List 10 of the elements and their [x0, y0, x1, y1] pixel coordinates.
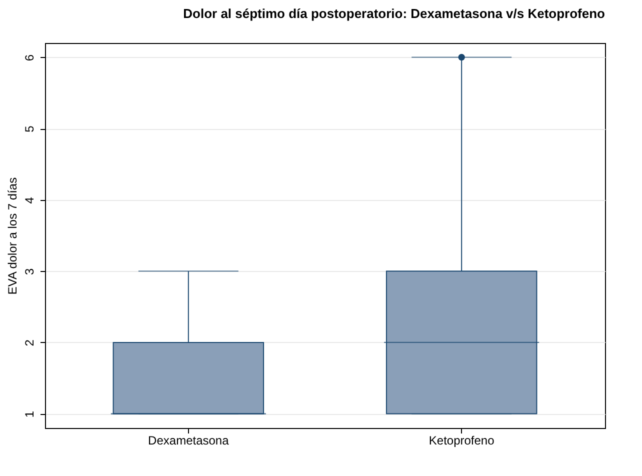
x-tick-label: Ketoprofeno	[428, 434, 495, 448]
x-tick-label: Dexametasona	[148, 434, 230, 448]
y-axis-title: EVA dolor a los 7 días	[6, 177, 20, 295]
y-tick-label: 5	[22, 125, 36, 132]
y-tick-label: 3	[22, 268, 36, 275]
chart-title: Dolor al séptimo día postoperatorio: Dexametasona v/s Ketoprofeno	[183, 6, 606, 21]
y-tick-label: 2	[22, 339, 36, 346]
y-tick-label: 4	[22, 196, 36, 204]
y-tick-label: 1	[22, 410, 36, 418]
y-tick-label: 6	[22, 54, 36, 62]
